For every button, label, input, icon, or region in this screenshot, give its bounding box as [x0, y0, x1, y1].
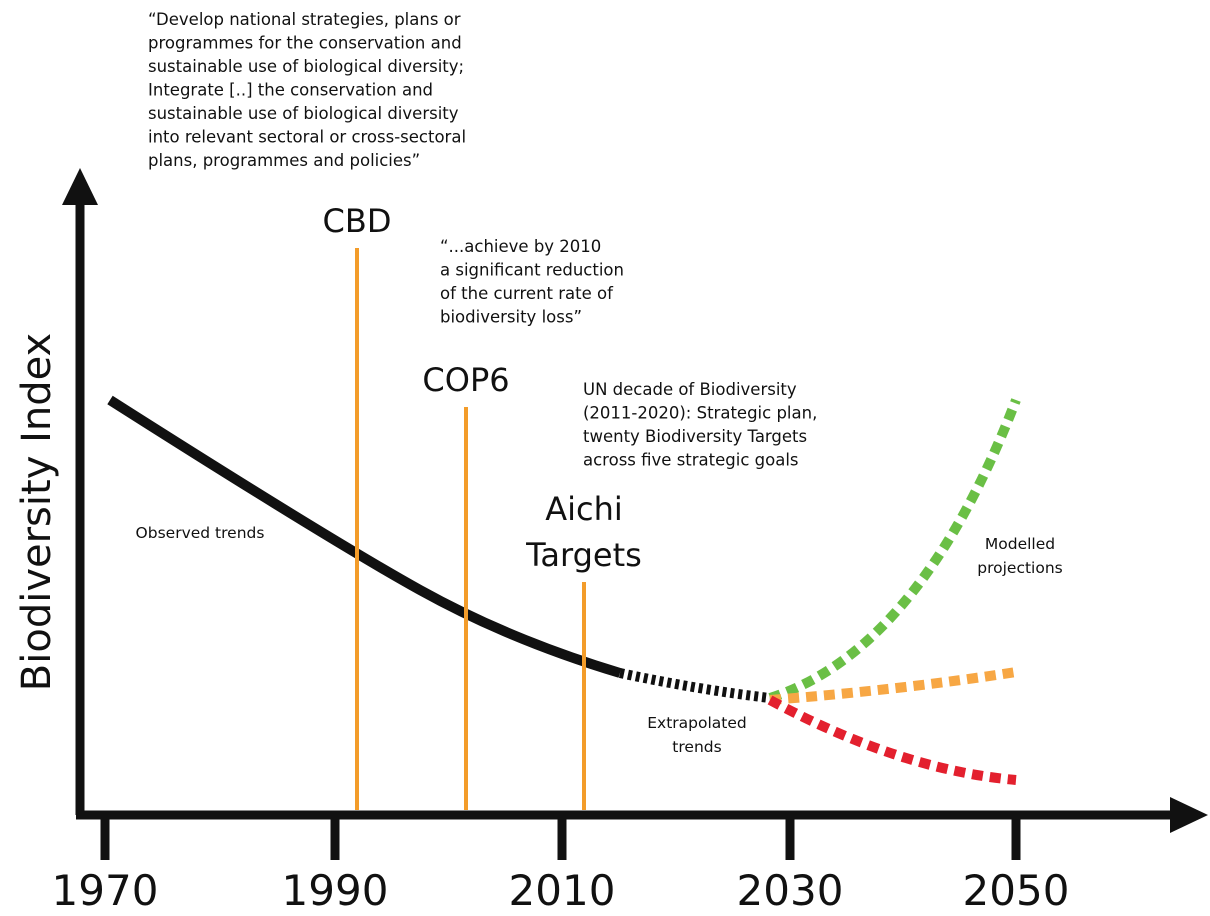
- curve-label: Observed trends: [136, 524, 265, 542]
- x-tick-label: 1970: [52, 866, 159, 915]
- quote-line: biodiversity loss”: [440, 308, 582, 327]
- curve-label: Extrapolated: [647, 714, 747, 732]
- quote-line: “Develop national strategies, plans or: [148, 10, 461, 29]
- quote-line: (2011-2020): Strategic plan,: [583, 404, 817, 423]
- curve-label: Modelled: [985, 535, 1055, 553]
- orange-projection: [769, 667, 1017, 705]
- observed-trend: [107, 395, 622, 678]
- extrapolated-trend: [618, 668, 771, 703]
- quote-line: of the current rate of: [440, 284, 614, 303]
- curve-label: projections: [977, 559, 1063, 577]
- event-label: CBD: [323, 202, 392, 240]
- x-tick-label: 2010: [509, 866, 616, 915]
- quote-line: into relevant sectoral or cross-sectoral: [148, 128, 466, 147]
- quote-line: Integrate [..] the conservation and: [148, 81, 433, 100]
- quote-line: across five strategic goals: [583, 451, 799, 470]
- x-tick-label: 2030: [737, 866, 844, 915]
- green-projection: [768, 398, 1021, 703]
- event-label: Targets: [525, 536, 642, 574]
- y-axis-label: Biodiversity Index: [14, 333, 60, 691]
- quote-line: “...achieve by 2010: [440, 237, 601, 256]
- red-projection: [767, 695, 1017, 785]
- x-tick-label: 2050: [963, 866, 1070, 915]
- quote-line: twenty Biodiversity Targets: [583, 427, 807, 446]
- quote-line: plans, programmes and policies”: [148, 151, 420, 170]
- curve-label: trends: [672, 738, 721, 756]
- quote-line: sustainable use of biological diversity: [148, 104, 459, 123]
- event-label: Aichi: [545, 490, 623, 528]
- x-axis-arrow: [1170, 797, 1208, 833]
- quote-line: programmes for the conservation and: [148, 34, 462, 53]
- quote-line: sustainable use of biological diversity;: [148, 57, 464, 76]
- x-tick-label: 1990: [282, 866, 389, 915]
- quote-line: a significant reduction: [440, 261, 624, 280]
- event-label: COP6: [422, 361, 509, 399]
- y-axis-arrow: [62, 168, 98, 205]
- quote-line: UN decade of Biodiversity: [583, 380, 797, 399]
